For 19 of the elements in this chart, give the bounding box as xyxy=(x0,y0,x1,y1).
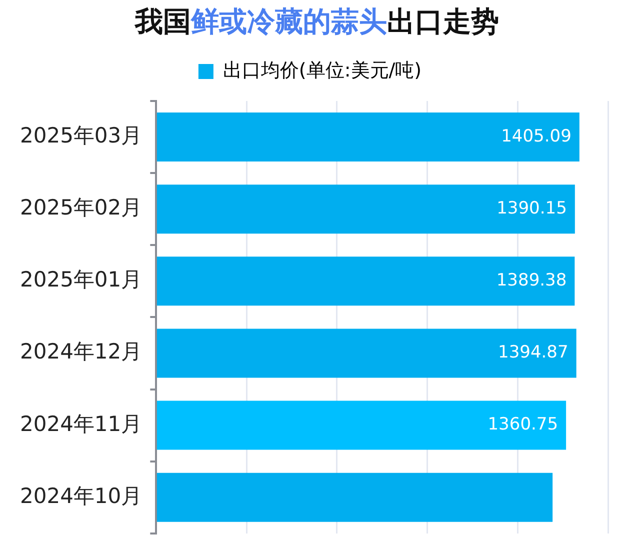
y-tick-label: 2025年01月 xyxy=(20,268,142,292)
bar xyxy=(156,256,575,306)
y-tick-label: 2025年02月 xyxy=(20,196,142,220)
bar xyxy=(156,112,580,162)
chart-title: 我国鲜或冷藏的蒜头出口走势 xyxy=(135,5,499,38)
y-tick-label: 2024年10月 xyxy=(20,484,142,508)
data-label: 1394.87 xyxy=(498,342,568,363)
data-label: 1389.38 xyxy=(496,270,567,291)
bar xyxy=(156,328,576,378)
bar xyxy=(156,472,553,522)
bar xyxy=(156,400,566,450)
data-label: 1405.09 xyxy=(501,126,572,146)
data-label: 1360.75 xyxy=(488,414,558,435)
bar xyxy=(156,184,575,234)
y-tick-label: 2024年12月 xyxy=(20,340,142,364)
data-label: 1390.15 xyxy=(496,198,567,219)
legend-label: 出口均价(单位:美元/吨) xyxy=(222,59,422,82)
y-tick-label: 2024年11月 xyxy=(20,412,142,436)
y-tick-label: 2025年03月 xyxy=(20,123,142,148)
